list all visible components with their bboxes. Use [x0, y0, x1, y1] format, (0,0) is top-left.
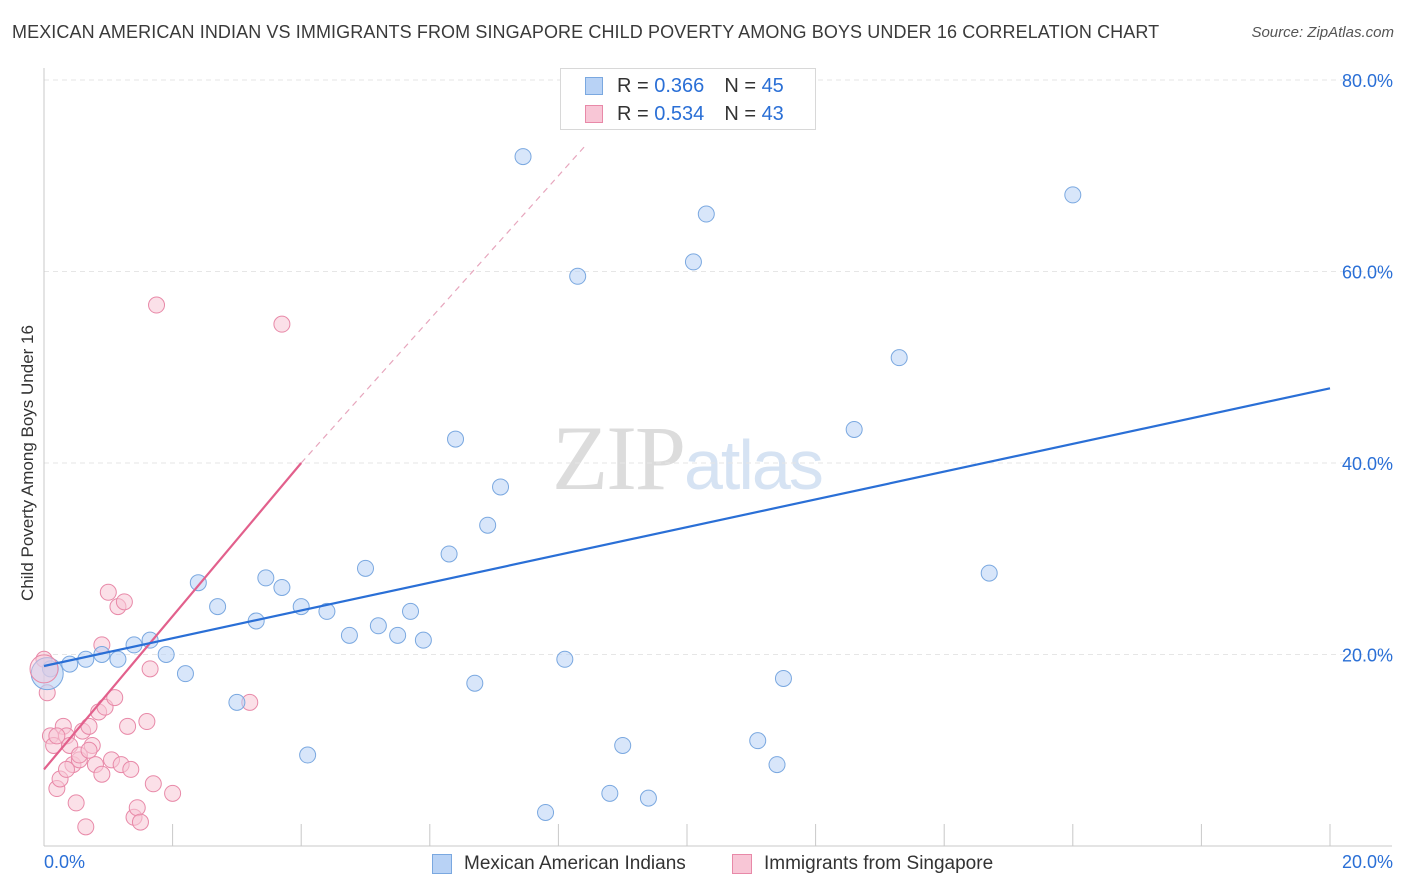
y-tick-label: 60.0%	[1342, 263, 1393, 283]
blue-point	[466, 674, 484, 692]
watermark-atlas: atlas	[684, 426, 824, 504]
blue-point	[556, 650, 574, 668]
y-tick-label: 80.0%	[1342, 71, 1393, 91]
legend-r-label-1: R =	[617, 74, 649, 97]
pink-point	[138, 713, 156, 731]
blue-point	[890, 349, 908, 367]
blue-point	[414, 631, 432, 649]
blue-point	[697, 205, 715, 223]
blue-point	[109, 650, 127, 668]
legend-r-value-1: 0.366	[654, 74, 705, 97]
blue-point	[684, 253, 702, 271]
blue-point	[157, 646, 175, 663]
blue-point	[257, 569, 275, 587]
blue-point	[514, 148, 532, 166]
legend-n-label-1: N =	[724, 74, 756, 97]
blue-point	[141, 631, 159, 649]
pink-point	[273, 315, 291, 333]
pink-point	[144, 775, 162, 793]
legend-n-value-1: 45	[761, 74, 784, 97]
blue-point	[209, 598, 227, 616]
blue-point	[389, 626, 407, 644]
blue-point	[980, 564, 998, 582]
y-tick-label: 40.0%	[1342, 454, 1393, 474]
blue-point	[318, 602, 336, 620]
blue-point	[479, 516, 497, 534]
pink-point	[131, 813, 149, 831]
blue-point	[537, 803, 555, 821]
blue-point	[176, 665, 194, 683]
legend-n-value-2: 43	[761, 102, 784, 125]
pink-point	[48, 727, 66, 745]
blue-point	[768, 756, 786, 774]
blue-point	[402, 602, 420, 620]
chart-source: Source: ZipAtlas.com	[1251, 24, 1394, 41]
blue-point	[774, 669, 792, 687]
blue-point	[273, 578, 291, 596]
pink-point	[119, 717, 137, 735]
pink-point	[80, 717, 98, 735]
blue-point	[601, 784, 619, 802]
pink-point	[122, 760, 140, 778]
blue-point	[340, 626, 358, 644]
watermark-zip: ZIP	[552, 407, 686, 509]
bottom-legend-swatch-blue	[432, 854, 452, 874]
pink-point	[106, 689, 124, 707]
blue-point	[614, 736, 632, 754]
pink-point	[128, 799, 146, 817]
legend-r-value-2: 0.534	[654, 102, 705, 125]
blue-point	[569, 267, 587, 285]
legend-n-label-2: N =	[724, 102, 756, 125]
pink-point-cluster	[29, 654, 59, 684]
pink-point	[93, 765, 111, 783]
pink-point	[141, 660, 159, 678]
bottom-legend-label-1: Mexican American Indians	[464, 853, 686, 874]
pink-point	[164, 784, 182, 802]
blue-point	[1064, 186, 1082, 204]
pink-point	[77, 818, 95, 836]
blue-point	[357, 559, 374, 577]
pink-point	[115, 593, 133, 611]
legend-swatch-blue	[585, 77, 603, 95]
legend-swatch-pink	[585, 105, 603, 123]
stats-legend: R = 0.366 N = 45 R = 0.534 N = 43	[560, 68, 816, 130]
bottom-legend-label-2: Immigrants from Singapore	[764, 853, 994, 874]
blue-point	[189, 574, 207, 592]
chart-title: MEXICAN AMERICAN INDIAN VS IMMIGRANTS FR…	[12, 22, 1160, 42]
pink-point	[67, 794, 85, 812]
y-axis-label: Child Poverty Among Boys Under 16	[18, 325, 37, 601]
pink-trend-extension	[300, 146, 585, 464]
bottom-legend-swatch-pink	[732, 854, 752, 874]
blue-point	[639, 789, 657, 807]
y-tick-label: 20.0%	[1342, 646, 1393, 666]
x-tick-label: 20.0%	[1342, 852, 1393, 872]
bottom-legend-item-1: Mexican American Indians	[432, 850, 686, 878]
blue-point	[447, 430, 465, 448]
pink-point	[99, 583, 117, 601]
blue-point	[749, 732, 767, 750]
stats-legend-row-1: R = 0.366 N = 45	[585, 73, 784, 99]
blue-point	[228, 693, 246, 711]
pink-point	[58, 760, 76, 778]
blue-point	[369, 617, 387, 635]
legend-r-label-2: R =	[617, 102, 649, 125]
blue-point	[440, 545, 458, 563]
pink-point	[80, 741, 98, 759]
blue-point	[845, 420, 863, 438]
stats-legend-row-2: R = 0.534 N = 43	[585, 101, 784, 127]
blue-point	[299, 746, 317, 764]
blue-trend-line	[43, 387, 1331, 668]
pink-trend-line	[43, 462, 303, 771]
blue-point	[492, 478, 510, 496]
watermark: ZIPatlas	[552, 405, 824, 511]
x-tick-label: 0.0%	[44, 852, 85, 872]
pink-point	[148, 296, 166, 314]
bottom-legend-item-2: Immigrants from Singapore	[732, 850, 993, 878]
